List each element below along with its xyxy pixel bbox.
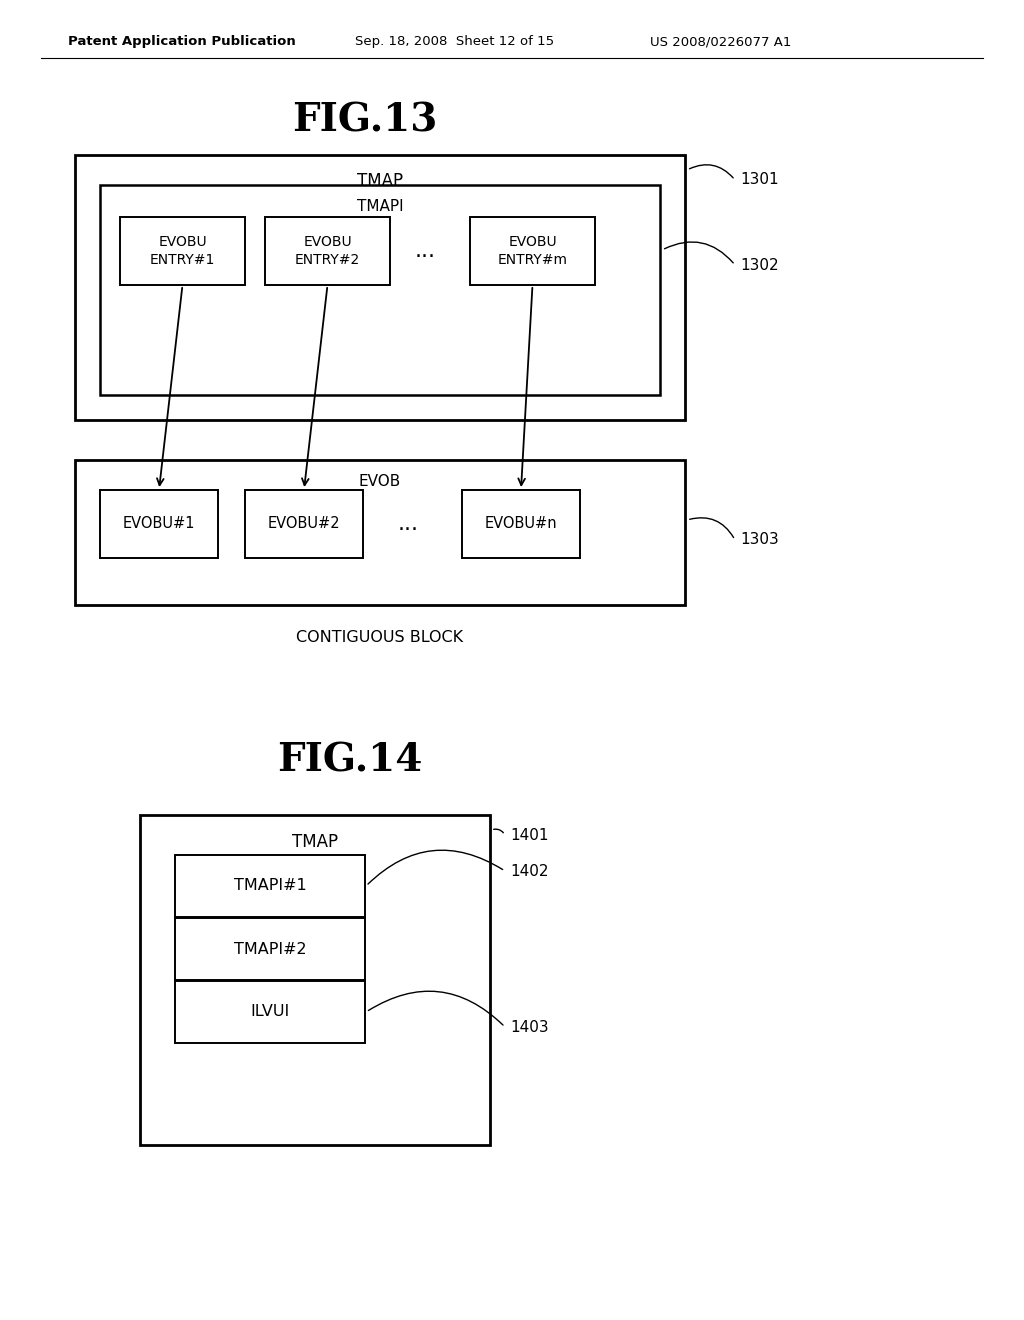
Bar [75,154,685,420]
Text: 1302: 1302 [740,257,778,272]
Text: FIG.14: FIG.14 [278,741,423,779]
Text: CONTIGUOUS BLOCK: CONTIGUOUS BLOCK [296,630,464,645]
Text: EVOBU
ENTRY#m: EVOBU ENTRY#m [498,235,567,267]
Text: TMAPI: TMAPI [356,199,403,214]
Text: Patent Application Publication: Patent Application Publication [68,36,296,49]
Bar [100,185,660,395]
Text: 1402: 1402 [510,863,549,879]
Text: TMAPI#1: TMAPI#1 [233,879,306,894]
Text: EVOBU#n: EVOBU#n [484,516,557,532]
Bar [100,490,218,558]
Bar [245,490,362,558]
Text: ILVUI: ILVUI [251,1005,290,1019]
Bar [462,490,580,558]
Bar [175,855,365,917]
Text: FIG.13: FIG.13 [292,102,437,139]
Bar [140,814,490,1144]
Text: TMAP: TMAP [292,833,338,851]
Text: US 2008/0226077 A1: US 2008/0226077 A1 [650,36,792,49]
Bar [265,216,390,285]
Bar [470,216,595,285]
Bar [75,459,685,605]
Text: Sep. 18, 2008  Sheet 12 of 15: Sep. 18, 2008 Sheet 12 of 15 [355,36,554,49]
Text: 1401: 1401 [510,828,549,842]
Text: TMAP: TMAP [357,172,403,190]
Text: EVOBU#2: EVOBU#2 [267,516,340,532]
Text: 1403: 1403 [510,1019,549,1035]
Text: ...: ... [415,242,435,261]
Text: 1303: 1303 [740,532,778,548]
Text: EVOBU
ENTRY#1: EVOBU ENTRY#1 [150,235,215,267]
Text: TMAPI#2: TMAPI#2 [233,941,306,957]
Text: ...: ... [397,513,419,535]
Text: EVOBU
ENTRY#2: EVOBU ENTRY#2 [295,235,360,267]
Bar [175,917,365,979]
Text: 1301: 1301 [740,173,778,187]
Text: EVOB: EVOB [358,474,401,488]
Text: EVOBU#1: EVOBU#1 [123,516,196,532]
Bar [175,981,365,1043]
Bar [120,216,245,285]
